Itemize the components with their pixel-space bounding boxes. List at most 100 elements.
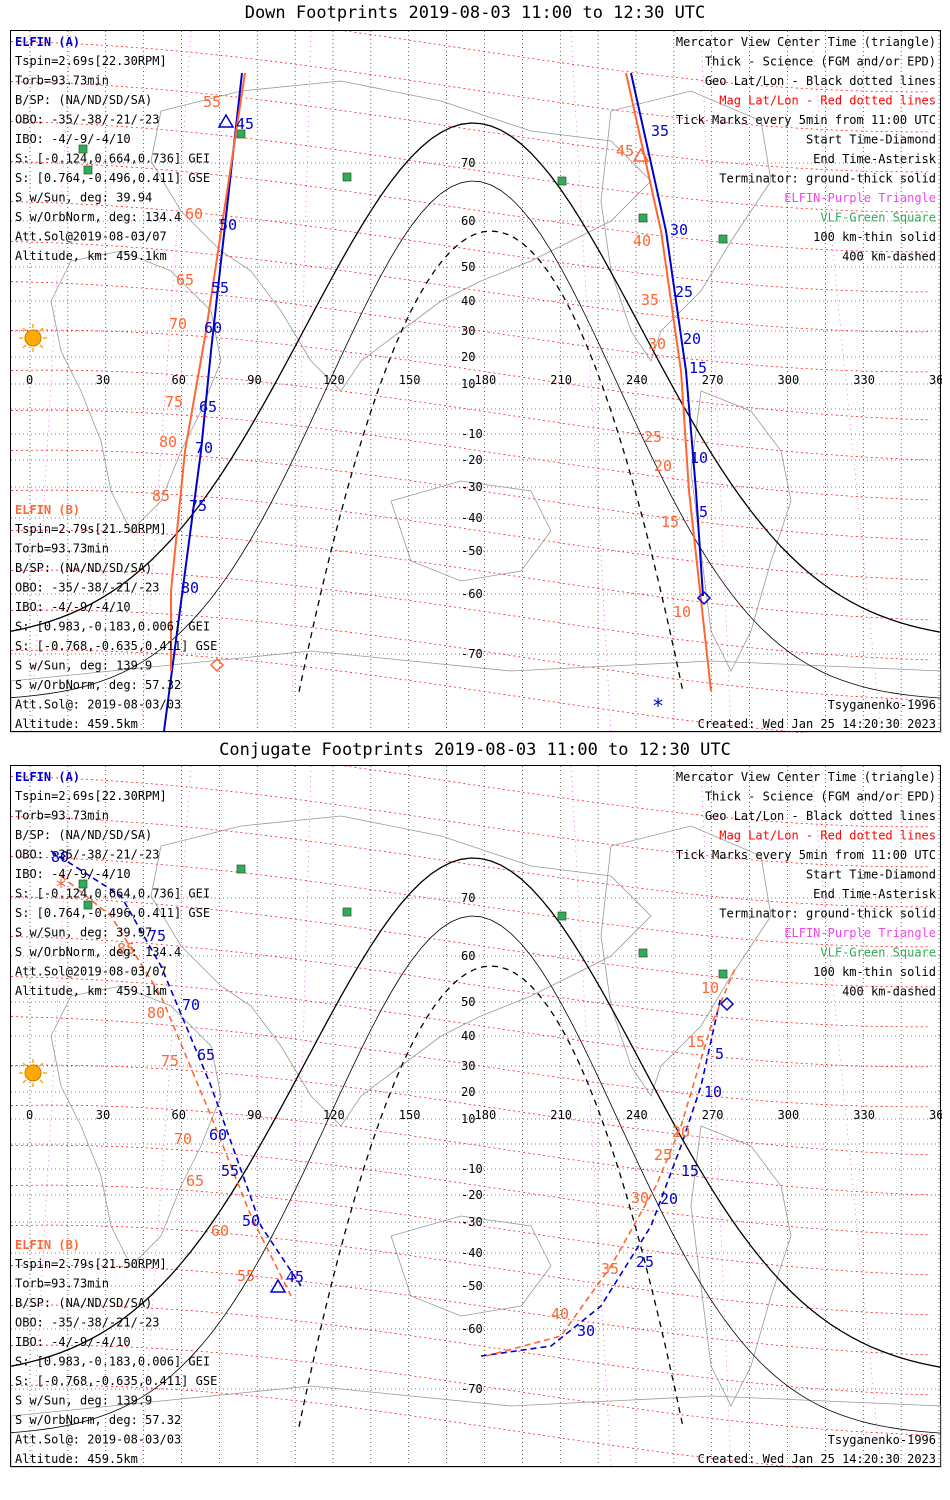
terminator-400km [298, 230, 684, 692]
elfin-a-time-tick: 35 [651, 122, 669, 140]
elfin-b-time-tick: 45 [616, 142, 634, 160]
elfin-center-triangle [269, 1278, 287, 1293]
lat-tick-label: 60 [461, 949, 475, 963]
terminator-100km [10, 915, 942, 1434]
geo-grid [11, 766, 942, 1468]
legend-entry: Terminator: ground-thick solid [719, 172, 936, 186]
elfin-a-time-tick: 45 [286, 1268, 304, 1286]
lat-tick-label: 20 [461, 350, 475, 364]
mag-parallel [10, 1264, 932, 1356]
elfin-a-track-east [630, 72, 704, 597]
elfin-a-time-tick: 15 [689, 359, 707, 377]
elfin-b-label: ELFIN (B) [15, 503, 80, 517]
map-canvas: 0 30 60 90 120 150 180 210 240 270 300 330 360 70 60 50… [10, 736, 950, 1476]
legend-entry: Tick Marks every 5min from 11:00 UTC [676, 848, 936, 862]
mag-parallel [10, 241, 932, 333]
elfin-b-info-line: S: [-0.768,-0.635,0.411] GSE [15, 639, 217, 653]
lat-tick-label: -10 [461, 1162, 483, 1176]
vlf-green-square [83, 165, 93, 175]
lat-tick-label: -20 [461, 1188, 483, 1202]
legend-entry: VLF-Green Square [820, 211, 936, 225]
lon-tick-label: 270 [702, 373, 724, 387]
legend-entry: Geo Lat/Lon - Black dotted lines [705, 809, 936, 823]
lat-tick-label: 10 [461, 1112, 475, 1126]
elfin-a-time-tick: 75 [148, 927, 166, 945]
elfin-a-start-diamond [696, 590, 712, 606]
elfin-a-info-line: Altitude, km: 459.1km [15, 984, 167, 998]
elfin-b-time-tick: 75 [165, 393, 183, 411]
lat-tick-label: 40 [461, 1029, 475, 1043]
mag-meridian [570, 30, 612, 734]
vlf-green-square [236, 864, 246, 874]
elfin-b-time-tick: 15 [687, 1033, 705, 1051]
elfin-b-time-tick: 70 [169, 315, 187, 333]
elfin-a-time-tick: 5 [699, 503, 708, 521]
lon-tick-label: 60 [172, 1108, 186, 1122]
elfin-a-label: ELFIN (A) [15, 35, 80, 49]
mag-parallel [10, 936, 932, 1028]
satellite-tracks: 4550556065707580353025201510555606570758… [152, 72, 712, 732]
lat-tick-label: 70 [461, 891, 475, 905]
elfin-b-info-line: Torb=93.73min [15, 542, 109, 556]
elfin-b-time-tick: 10 [673, 603, 691, 621]
elfin-b-time-tick: 85 [117, 940, 135, 958]
elfin-a-end-asterisk: * [652, 694, 664, 718]
mag-meridian [700, 765, 732, 1469]
elfin-a-info-line: Att.Sol@2019-08-03/07 [15, 230, 167, 244]
elfin-a-time-tick: 20 [660, 1190, 678, 1208]
elfin-b-time-tick: 25 [644, 428, 662, 446]
elfin-a-start-diamond [719, 996, 735, 1012]
mag-parallel [10, 489, 932, 581]
mag-parallel [10, 121, 932, 213]
continent-outline [690, 1125, 792, 1407]
legend-entry: Mag Lat/Lon - Red dotted lines [719, 829, 936, 843]
elfin-a-info-line: S w/Sun, deg: 39.97 [15, 926, 152, 940]
elfin-a-info-line: B/SP: (NA/ND/SD/SA) [15, 93, 152, 107]
sun-ray [39, 344, 44, 349]
mag-parallel [10, 81, 932, 173]
lat-tick-label: -20 [461, 453, 483, 467]
legend-entry: End Time-Asterisk [813, 152, 937, 166]
terminator-400km [298, 965, 684, 1427]
vlf-stations [78, 864, 728, 979]
conjugate-footprints-title: Conjugate Footprints 2019-08-03 11:00 to… [219, 740, 731, 760]
elfin-b-time-tick: 30 [648, 335, 666, 353]
elfin-b-info-line: S w/OrbNorm, deg: 57.32 [15, 678, 181, 692]
legend-entry: Terminator: ground-thick solid [719, 907, 936, 921]
map-canvas: 0 30 60 90 120 150 180 210 240 270 300 330 360 70 60 50… [10, 1, 950, 741]
elfin-b-info-line: Att.Sol@: 2019-08-03/03 [15, 1433, 181, 1447]
elfin-b-info-line: S: [-0.768,-0.635,0.411] GSE [15, 1374, 217, 1388]
elfin-b-end-asterisk: * [55, 875, 67, 899]
elfin-a-track-west [163, 72, 243, 732]
continent-outline [10, 650, 942, 734]
lon-tick-label: 300 [778, 1108, 800, 1122]
lat-tick-label: 70 [461, 156, 475, 170]
satellite-tracks: 8075706560555045302520151058580757065605… [50, 848, 737, 1357]
lon-tick-label: 120 [323, 1108, 345, 1122]
lon-tick-label: 30 [96, 373, 110, 387]
elfin-a-info-line: Tspin=2.69s[22.30RPM] [15, 54, 167, 68]
coastlines [10, 815, 942, 1469]
mag-parallel [10, 736, 932, 828]
sun-ray [22, 1079, 27, 1084]
mag-meridians [30, 30, 882, 734]
elfin-b-info-line: Tspin=2.79s[21.50RPM] [15, 1257, 167, 1271]
legend-entry: Start Time-Diamond [806, 133, 936, 147]
elfin-a-time-tick: 25 [675, 283, 693, 301]
elfin-a-time-tick: 5 [715, 1045, 724, 1063]
field-model-label: Tsyganenko-1996 [828, 698, 936, 712]
elfin-b-info-line: Att.Sol@: 2019-08-03/03 [15, 698, 181, 712]
lat-tick-label: 40 [461, 294, 475, 308]
elfin-b-track-east [625, 72, 712, 692]
lat-tick-label: -60 [461, 1322, 483, 1336]
sun-ray [39, 1079, 44, 1084]
elfin-a-info-line: Torb=93.73min [15, 809, 109, 823]
elfin-b-time-tick: 30 [631, 1189, 649, 1207]
elfin-a-center-triangle [217, 113, 235, 128]
vlf-green-square [557, 911, 567, 921]
legend-entry: 400 km-dashed [842, 985, 936, 999]
elfin-a-info-line: Tspin=2.69s[22.30RPM] [15, 789, 167, 803]
mag-parallel [10, 409, 932, 501]
elfin-b-time-tick: 35 [601, 1260, 619, 1278]
elfin-b-track-west [170, 72, 246, 671]
